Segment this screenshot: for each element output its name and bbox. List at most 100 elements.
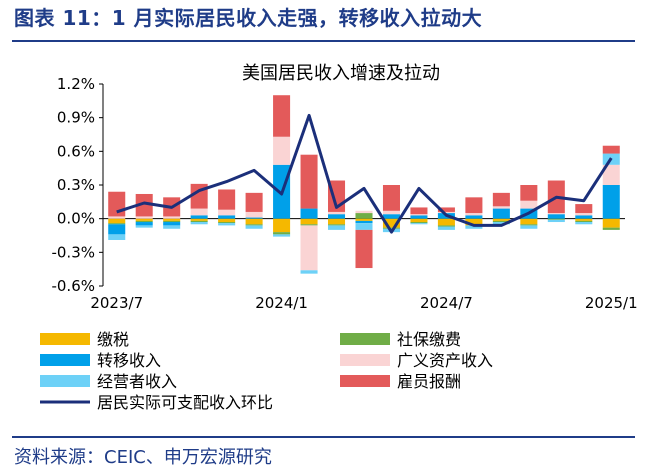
- bar-segment: [410, 223, 428, 225]
- bar-segment: [602, 164, 620, 185]
- bar-segment: [520, 224, 538, 226]
- bar-segment: [465, 213, 483, 216]
- bar-segment: [218, 209, 236, 216]
- bar-segment: [492, 192, 510, 207]
- bar-segment: [135, 220, 153, 223]
- bar-segment: [108, 191, 126, 217]
- bar-segment: [163, 220, 181, 223]
- bar-segment: [245, 217, 263, 219]
- bar-segment: [437, 211, 455, 214]
- bar-segment: [492, 220, 510, 223]
- bar-segment: [410, 215, 428, 219]
- bar-segment: [575, 204, 593, 214]
- bar-segment: [355, 213, 373, 219]
- legend-swatch: [40, 354, 90, 366]
- figure-title: 图表 11：1 月实际居民收入走强，转移收入拉动大: [14, 6, 483, 30]
- bar-segment: [437, 225, 455, 227]
- bar-segment: [163, 225, 181, 229]
- bar-segment: [273, 234, 291, 237]
- bar-segment: [108, 216, 126, 219]
- bar-segment: [300, 224, 318, 226]
- bar-segment: [245, 192, 263, 212]
- legend-swatch: [340, 354, 390, 366]
- bar-segment: [437, 207, 455, 212]
- bar-segment: [575, 215, 593, 219]
- bar-segment: [465, 197, 483, 214]
- legend-label: 雇员报酬: [397, 372, 461, 391]
- series-line: [116, 113, 613, 234]
- bar-segment: [163, 216, 181, 219]
- y-tick-label: 0.9%: [57, 109, 95, 127]
- y-tick-label: 1.2%: [57, 75, 95, 93]
- bar-segment: [410, 214, 428, 216]
- bar-segment: [108, 218, 126, 224]
- bar-segment: [300, 208, 318, 219]
- bars: [108, 95, 620, 274]
- bar-segment: [300, 218, 318, 225]
- bar-segment: [547, 213, 565, 215]
- bar-segment: [218, 189, 236, 210]
- legend-label: 社保缴费: [397, 330, 461, 349]
- bar-segment: [245, 218, 263, 225]
- chart: 美国居民收入增速及拉动 -0.6% -0.3% 0.0% 0.3% 0.6% 0.9% 1.…: [40, 63, 638, 412]
- bar-segment: [382, 185, 400, 211]
- bar-segment: [547, 219, 565, 223]
- bar-segment: [108, 224, 126, 235]
- bar-segment: [547, 218, 565, 220]
- bar-segment: [218, 223, 236, 226]
- bar-segment: [575, 222, 593, 225]
- legend-swatch: [40, 375, 90, 387]
- bar-segment: [163, 218, 181, 221]
- bar-segment: [547, 214, 565, 219]
- bar-segment: [328, 211, 346, 215]
- bar-segment: [245, 211, 263, 218]
- bar-segment: [273, 136, 291, 165]
- bar-segment: [108, 234, 126, 240]
- bar-segment: [382, 218, 400, 228]
- bar-segment: [437, 226, 455, 230]
- x-tick-label: 2023/7: [90, 294, 143, 312]
- bar-segment: [135, 218, 153, 221]
- y-tick-label: 0.6%: [57, 142, 95, 160]
- bar-segment: [245, 224, 263, 226]
- axes: -0.6% -0.3% 0.0% 0.3% 0.6% 0.9% 1.2% 2023/7 2024…: [51, 75, 637, 312]
- bar-segment: [135, 193, 153, 217]
- x-tick-label: 2024/7: [420, 294, 473, 312]
- bar-segment: [355, 223, 373, 230]
- bar-segment: [190, 218, 208, 221]
- bar-segment: [492, 218, 510, 221]
- bar-segment: [190, 208, 208, 216]
- y-tick-label: 0.3%: [57, 176, 95, 194]
- y-tick-label: -0.6%: [51, 277, 95, 295]
- bar-segment: [382, 227, 400, 229]
- bottom-rule: [12, 436, 635, 438]
- bar-segment: [355, 218, 373, 221]
- bar-segment: [273, 95, 291, 137]
- bar-segment: [492, 208, 510, 219]
- bar-segment: [382, 210, 400, 215]
- legend-label: 缴税: [97, 330, 129, 349]
- bar-segment: [190, 220, 208, 223]
- bar-segment: [163, 222, 181, 226]
- legend-label: 转移收入: [97, 351, 161, 370]
- bar-segment: [575, 213, 593, 216]
- y-tick-label: 0.0%: [57, 210, 95, 228]
- chart-title: 美国居民收入增速及拉动: [242, 63, 440, 84]
- bar-segment: [520, 225, 538, 229]
- bar-segment: [300, 270, 318, 274]
- bar-segment: [520, 218, 538, 225]
- bar-segment: [602, 145, 620, 154]
- bar-segment: [575, 218, 593, 221]
- bar-segment: [218, 218, 236, 223]
- legend-label: 居民实际可支配收入环比: [97, 393, 273, 412]
- bar-segment: [190, 222, 208, 225]
- bar-segment: [273, 218, 291, 233]
- bar-segment: [245, 225, 263, 229]
- bar-segment: [410, 222, 428, 224]
- bar-segment: [355, 229, 373, 269]
- bar-segment: [382, 214, 400, 219]
- legend-label: 广义资产收入: [397, 351, 493, 370]
- bar-segment: [410, 218, 428, 223]
- bar-segment: [355, 220, 373, 224]
